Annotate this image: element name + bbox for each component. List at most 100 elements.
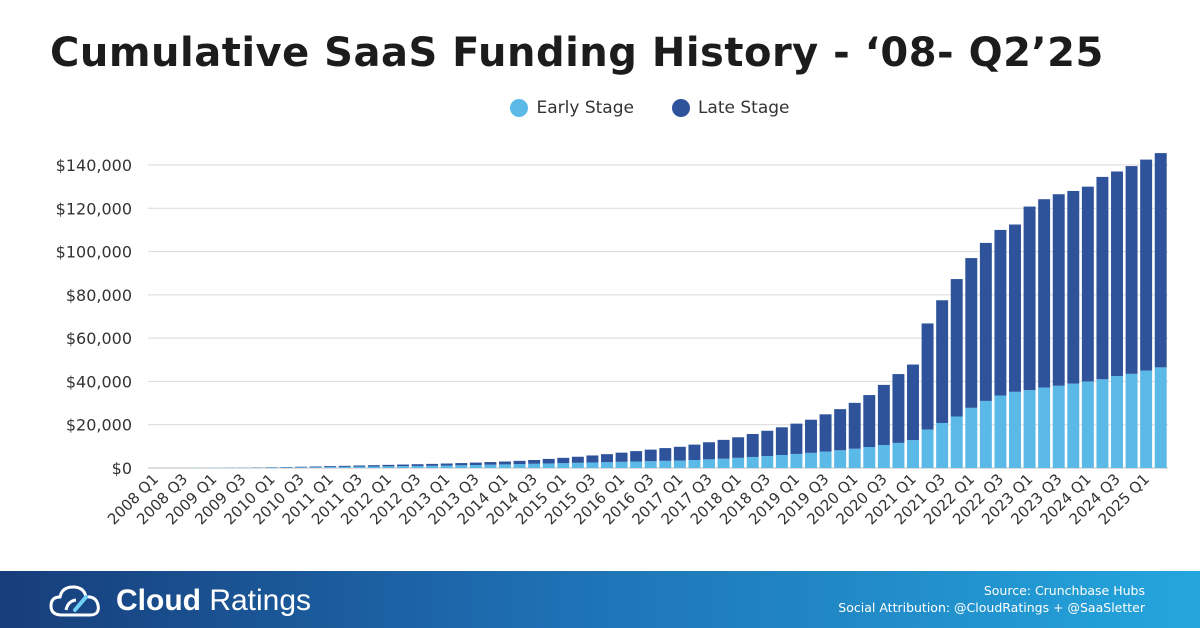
bar-late-stage xyxy=(586,455,599,463)
bar-late-stage xyxy=(805,419,817,453)
y-tick-label: $60,000 xyxy=(66,329,132,348)
bar-late-stage xyxy=(819,414,832,452)
bar-early-stage xyxy=(775,455,788,468)
y-tick-label: $0 xyxy=(112,459,132,478)
bar-late-stage xyxy=(790,423,803,454)
bar-late-stage xyxy=(499,461,511,465)
bar-late-stage xyxy=(630,451,643,462)
bar-late-stage xyxy=(411,464,424,466)
bar-early-stage xyxy=(819,451,832,468)
bar-late-stage xyxy=(950,279,963,417)
bar-early-stage xyxy=(1067,383,1080,468)
bar-late-stage xyxy=(659,448,672,461)
y-tick-label: $140,000 xyxy=(56,156,132,175)
bar-late-stage xyxy=(761,430,774,457)
bar-early-stage xyxy=(309,467,322,468)
bar-early-stage xyxy=(280,467,293,468)
bar-late-stage xyxy=(484,462,497,465)
bar-late-stage xyxy=(367,465,380,467)
bar-late-stage xyxy=(353,465,366,467)
bar-late-stage xyxy=(455,463,468,466)
bar-early-stage xyxy=(513,464,526,468)
bar-early-stage xyxy=(542,463,555,468)
bar-late-stage xyxy=(848,402,861,449)
legend-swatch-late-stage xyxy=(671,99,690,117)
bar-early-stage xyxy=(877,445,890,468)
bar-early-stage xyxy=(615,461,628,468)
chart-legend: Early Stage Late Stage xyxy=(0,98,1200,118)
bar-late-stage xyxy=(542,458,555,464)
bar-late-stage xyxy=(1081,186,1094,382)
bar-early-stage xyxy=(979,400,992,468)
bar-late-stage xyxy=(338,465,351,467)
bar-late-stage xyxy=(309,466,322,468)
bar-early-stage xyxy=(571,462,584,468)
bar-early-stage xyxy=(994,395,1007,468)
bar-late-stage xyxy=(615,452,628,462)
source-credits: Source: Crunchbase Hubs Social Attributi… xyxy=(838,582,1145,616)
bar-early-stage xyxy=(965,407,978,468)
bar-late-stage xyxy=(1038,199,1051,388)
bar-late-stage xyxy=(397,464,409,467)
bar-early-stage xyxy=(1111,376,1123,468)
bar-early-stage xyxy=(732,457,745,468)
bar-late-stage xyxy=(513,460,526,465)
bar-early-stage xyxy=(324,467,337,468)
bar-late-stage xyxy=(717,439,730,459)
bar-early-stage xyxy=(367,466,380,468)
y-tick-label: $40,000 xyxy=(66,372,132,391)
bar-early-stage xyxy=(1023,390,1036,468)
bar-early-stage xyxy=(499,464,511,468)
bar-early-stage xyxy=(1038,387,1051,468)
bar-early-stage xyxy=(921,429,934,468)
bar-late-stage xyxy=(1023,206,1036,391)
bar-late-stage xyxy=(863,395,876,448)
bar-late-stage xyxy=(528,459,541,464)
bar-early-stage xyxy=(1125,373,1138,468)
bar-late-stage xyxy=(1154,153,1167,368)
bar-late-stage xyxy=(688,444,701,460)
bar-early-stage xyxy=(688,459,701,468)
bar-late-stage xyxy=(1125,166,1138,374)
bar-early-stage xyxy=(834,450,847,468)
bar-early-stage xyxy=(1140,370,1153,468)
stacked-bar-chart: $0 $20,000 $40,000 $60,000 $80,000 $100,000 $1… xyxy=(56,153,1168,528)
bar-early-stage xyxy=(907,440,919,468)
bar-early-stage xyxy=(1081,381,1094,468)
bar-early-stage xyxy=(1096,379,1109,468)
bar-late-stage xyxy=(775,427,788,456)
bar-late-stage xyxy=(921,323,934,430)
bar-early-stage xyxy=(746,456,759,468)
y-tick-label: $20,000 xyxy=(66,416,132,435)
y-tick-label: $120,000 xyxy=(56,199,132,218)
bar-early-stage xyxy=(717,458,730,468)
legend-swatch-early-stage xyxy=(510,99,529,117)
bar-late-stage xyxy=(1009,224,1021,392)
cloud-gauge-icon xyxy=(49,585,100,617)
source-text: Source: Crunchbase Hubs xyxy=(983,583,1145,598)
bar-late-stage xyxy=(571,456,584,463)
bar-late-stage xyxy=(440,463,453,466)
chart-title: Cumulative SaaS Funding History - ‘08- Q… xyxy=(50,30,1104,76)
bar-late-stage xyxy=(834,409,847,451)
bar-late-stage xyxy=(965,258,978,408)
bar-early-stage xyxy=(805,452,817,468)
legend-label-late-stage: Late Stage xyxy=(697,98,790,118)
bar-early-stage xyxy=(1052,385,1065,468)
bar-early-stage xyxy=(644,461,657,468)
bar-early-stage xyxy=(455,465,468,468)
bar-early-stage xyxy=(863,447,876,468)
bar-early-stage xyxy=(484,464,497,468)
bar-early-stage xyxy=(557,463,570,468)
bar-early-stage xyxy=(673,460,686,468)
bar-early-stage xyxy=(761,456,774,468)
bar-early-stage xyxy=(601,462,613,468)
bar-late-stage xyxy=(732,437,745,458)
bar-late-stage xyxy=(382,464,395,467)
bar-early-stage xyxy=(630,461,643,468)
bar-early-stage xyxy=(936,422,949,468)
bar-early-stage xyxy=(353,466,366,468)
bar-early-stage xyxy=(528,463,541,468)
bar-late-stage xyxy=(1140,159,1153,371)
bar-late-stage xyxy=(1052,194,1065,386)
